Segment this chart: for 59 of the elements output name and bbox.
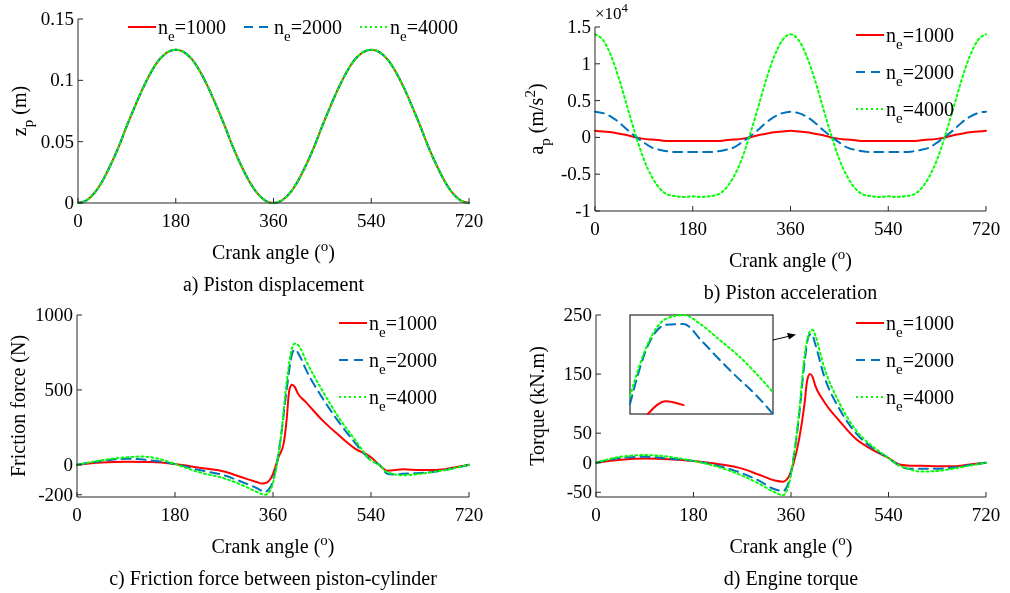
x-axis-title: Crank angle ($^{o}$) (729, 531, 853, 558)
x-tick-label: 720 (971, 504, 1001, 525)
y-axis-title: Friction force (N) (7, 334, 30, 478)
y-tick-label: -1 (575, 200, 591, 221)
legend-label: n$_{e}$=2000 (886, 349, 954, 377)
legend-label: n$_{e}$=4000 (886, 98, 954, 126)
y-tick-label: 1 (581, 52, 591, 74)
x-tick-label: 720 (454, 210, 484, 231)
legend-label: n$_{e}$=1000 (158, 16, 226, 44)
text: d) Engine torque (723, 567, 859, 590)
text: ×10$^{4}$ (595, 1, 629, 23)
y-tick-label: 0.5 (567, 89, 591, 111)
y-tick-label: 150 (563, 363, 592, 385)
y-tick-label: 250 (563, 304, 592, 325)
x-tick-label: 720 (454, 504, 484, 525)
y-tick-label: 0.1 (50, 69, 74, 91)
y-tick-label: 50 (573, 422, 592, 444)
y-tick-label: -0.5 (560, 163, 591, 185)
x-tick-label: 540 (874, 218, 903, 239)
x-tick-label: 180 (679, 504, 708, 525)
y-axis-title: Torque (kN.m) (526, 346, 549, 466)
x-tick-label: 360 (259, 210, 288, 231)
y-tick-label: 500 (44, 378, 73, 400)
legend-label: n$_{e}$=2000 (886, 61, 954, 89)
y-tick-label: 1000 (35, 304, 73, 325)
x-tick-label: 720 (971, 218, 1001, 239)
legend-label: n$_{e}$=1000 (886, 24, 954, 52)
x-axis-title: Crank angle ($^{o}$) (728, 245, 853, 272)
text: a) Piston displacement (182, 273, 365, 296)
y-tick-label: 0 (64, 192, 74, 213)
x-tick-label: 360 (776, 504, 806, 525)
y-tick-label: 1.5 (567, 16, 591, 37)
legend-label: n$_{e}$=2000 (274, 16, 342, 44)
x-axis-title: Crank angle ($^{o}$) (211, 531, 335, 558)
legend-label: n$_{e}$=4000 (390, 16, 458, 44)
x-axis-title: Crank angle ($^{o}$) (211, 237, 336, 264)
y-tick-label: 0 (582, 451, 592, 473)
legend-label: n$_{e}$=4000 (369, 386, 437, 414)
text: c) Friction force between piston-cylinder (109, 567, 438, 590)
y-tick-label: -50 (566, 481, 592, 503)
x-tick-label: 540 (356, 504, 386, 525)
legend-label: n$_{e}$=4000 (886, 386, 954, 414)
legend-label: n$_{e}$=1000 (886, 312, 954, 340)
x-tick-label: 360 (776, 218, 805, 239)
x-tick-label: 180 (678, 218, 707, 239)
y-tick-label: 0 (63, 453, 73, 475)
x-tick-label: 180 (160, 504, 190, 525)
x-tick-label: 180 (161, 210, 190, 231)
y-tick-label: 0 (581, 126, 591, 148)
legend-label: n$_{e}$=2000 (369, 349, 437, 377)
y-tick-label: -200 (38, 483, 73, 505)
x-tick-label: 360 (258, 504, 288, 525)
y-tick-label: 0.05 (40, 130, 74, 152)
x-tick-label: 540 (357, 210, 386, 231)
text: b) Piston acceleration (703, 281, 878, 304)
x-tick-label: 540 (874, 504, 903, 525)
y-tick-label: 0.15 (40, 8, 74, 29)
line-series (594, 129, 987, 143)
legend-label: n$_{e}$=1000 (369, 312, 437, 340)
